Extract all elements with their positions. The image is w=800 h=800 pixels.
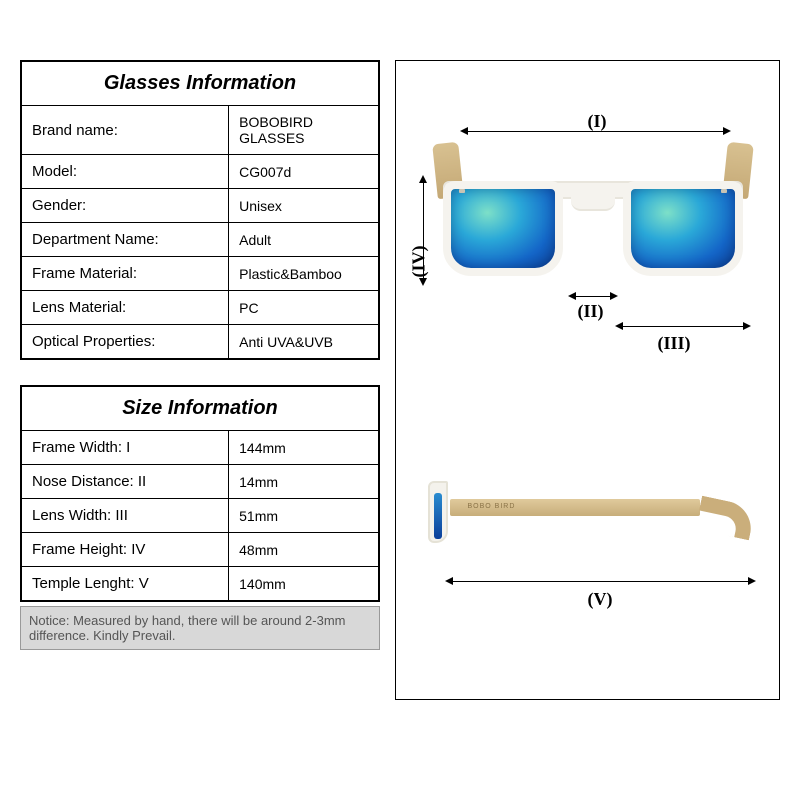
table-row: Frame Material:Plastic&Bamboo — [21, 257, 379, 291]
size-info-title: Size Information — [21, 386, 379, 431]
stud-right — [721, 189, 727, 193]
dim-label-IV: (IV) — [408, 246, 429, 278]
glasses-info-title: Glasses Information — [21, 61, 379, 106]
table-row: Frame Width: I144mm — [21, 431, 379, 465]
dim-label-III: (III) — [658, 333, 691, 354]
table-row: Gender:Unisex — [21, 189, 379, 223]
notice-text: Notice: Measured by hand, there will be … — [20, 606, 380, 650]
table-row: Model:CG007d — [21, 155, 379, 189]
table-row: Department Name:Adult — [21, 223, 379, 257]
glasses-front-illustration — [443, 171, 743, 281]
table-row: Optical Properties:Anti UVA&UVB — [21, 325, 379, 360]
diagram-panel: (I) (IV) (II) (III) — [395, 60, 780, 700]
dim-arrow-V — [453, 581, 748, 582]
stud-left — [459, 189, 465, 193]
left-column: Glasses Information Brand name:BOBOBIRD … — [20, 60, 380, 700]
lens-right — [623, 181, 743, 276]
side-brand-text: BOBO BIRD — [468, 503, 516, 510]
table-row: Nose Distance: II14mm — [21, 465, 379, 499]
dim-arrow-III — [623, 326, 743, 327]
table-row: Lens Material:PC — [21, 291, 379, 325]
lens-left — [443, 181, 563, 276]
side-curve — [695, 496, 756, 541]
table-row: Brand name:BOBOBIRD GLASSES — [21, 106, 379, 155]
table-row: Lens Width: III51mm — [21, 499, 379, 533]
glasses-side-illustration: BOBO BIRD — [428, 481, 758, 551]
dim-label-II: (II) — [578, 301, 604, 322]
side-view-diagram: BOBO BIRD (V) — [408, 441, 768, 621]
dim-label-V: (V) — [588, 589, 613, 610]
side-lens — [434, 493, 442, 539]
size-info-table: Size Information Frame Width: I144mm Nos… — [20, 385, 380, 602]
bridge — [571, 197, 615, 211]
table-row: Frame Height: IV48mm — [21, 533, 379, 567]
side-front-frame — [428, 481, 448, 543]
table-row: Temple Lenght: V140mm — [21, 567, 379, 602]
glasses-info-table: Glasses Information Brand name:BOBOBIRD … — [20, 60, 380, 360]
dim-arrow-II — [576, 296, 610, 297]
dim-label-I: (I) — [588, 111, 607, 132]
front-view-diagram: (I) (IV) (II) (III) — [408, 111, 768, 361]
